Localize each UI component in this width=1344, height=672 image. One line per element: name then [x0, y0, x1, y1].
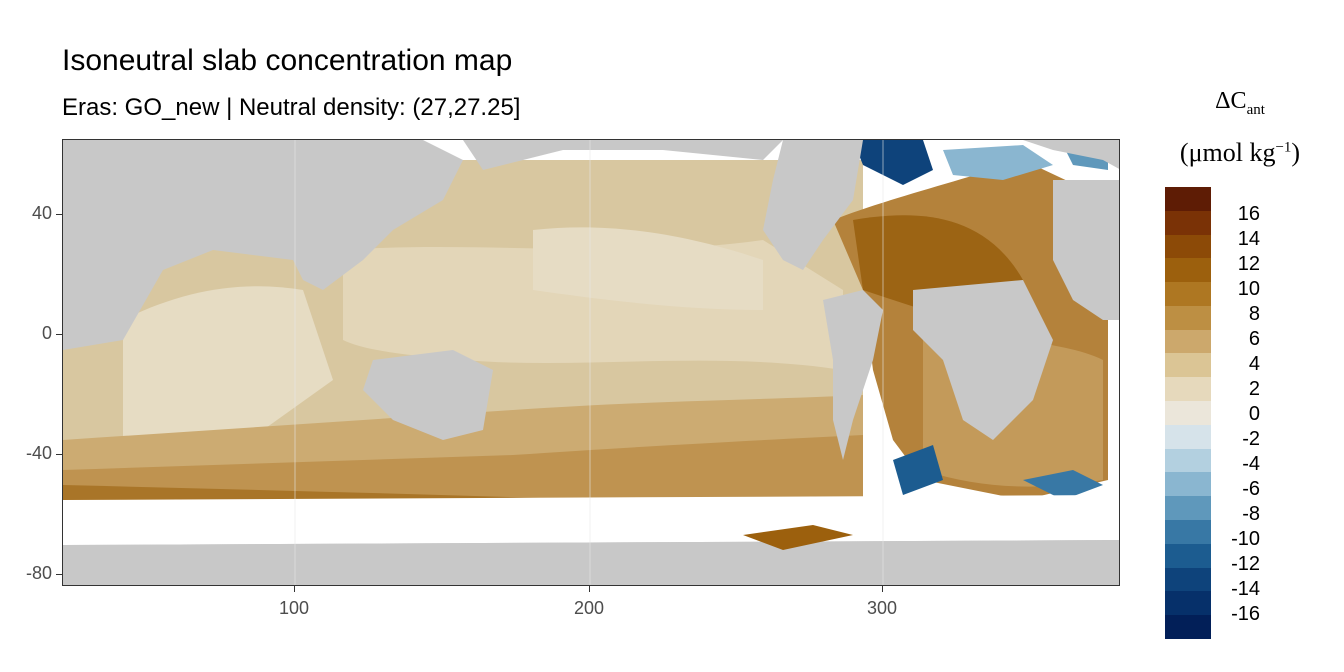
- legend-label: -16: [1231, 603, 1260, 625]
- legend-swatch: [1165, 519, 1211, 544]
- legend-label: -2: [1242, 428, 1260, 450]
- legend-label: 0: [1248, 403, 1260, 425]
- ytick-mark: [56, 334, 62, 335]
- south-atl-blue-2: [1023, 470, 1103, 500]
- legend-label: -4: [1242, 453, 1260, 475]
- legend-label: 16: [1237, 203, 1260, 225]
- legend-swatch: [1165, 282, 1211, 306]
- legend-swatch: [1165, 472, 1211, 497]
- ytick-mark: [56, 214, 62, 215]
- ytick-mark: [56, 574, 62, 575]
- legend-swatch: [1165, 234, 1211, 259]
- xtick-mark: [589, 586, 590, 592]
- legend-swatch: [1165, 424, 1211, 449]
- legend-label: -12: [1231, 553, 1260, 575]
- legend-colorbar: [1165, 187, 1211, 639]
- legend-swatch: [1165, 258, 1211, 283]
- sea-ice-band: [63, 495, 1119, 545]
- legend-swatch: [1165, 543, 1211, 568]
- legend-unit-sup: −1: [1275, 139, 1292, 156]
- south-america-land: [823, 290, 883, 460]
- arctic-light-blue: [943, 145, 1053, 180]
- legend-unit-suffix: ): [1291, 138, 1301, 167]
- africa-land-left: [913, 280, 1053, 440]
- legend-swatch: [1165, 496, 1211, 520]
- ytick-label: 40: [31, 203, 52, 223]
- xtick-label: 300: [866, 598, 898, 618]
- legend-title: ΔCant: [1160, 88, 1320, 119]
- legend-swatch: [1165, 448, 1211, 473]
- legend-label: -8: [1242, 503, 1260, 525]
- xtick-mark: [882, 586, 883, 592]
- legend-swatch: [1165, 353, 1211, 378]
- ytick-label: -40: [25, 443, 52, 463]
- legend-swatch: [1165, 591, 1211, 616]
- xtick-label: 200: [573, 598, 605, 618]
- legend-title-main: ΔC: [1215, 88, 1247, 114]
- ocean-light-ne: [533, 227, 763, 310]
- legend-label: 4: [1248, 353, 1260, 375]
- legend-label: 10: [1237, 278, 1260, 300]
- ocean-indian-light: [123, 286, 333, 440]
- legend-label: -10: [1231, 528, 1260, 550]
- legend-swatch: [1165, 329, 1211, 354]
- australia-land: [363, 350, 493, 440]
- map-panel: [62, 139, 1120, 586]
- south-atl-blue: [893, 445, 943, 495]
- legend-swatch: [1165, 401, 1211, 425]
- legend-label: 2: [1248, 378, 1260, 400]
- legend-swatch: [1165, 305, 1211, 330]
- legend-unit: (μmol kg−1): [1160, 138, 1320, 168]
- legend-swatch: [1165, 377, 1211, 402]
- legend-label: 14: [1237, 228, 1260, 250]
- xtick-label: 100: [278, 598, 310, 618]
- xtick-mark: [294, 586, 295, 592]
- legend-label: 12: [1237, 253, 1260, 275]
- legend-swatch: [1165, 210, 1211, 235]
- arctic-blue: [853, 140, 933, 185]
- chart-subtitle: Eras: GO_new | Neutral density: (27,27.2…: [62, 94, 521, 121]
- legend-swatch: [1165, 567, 1211, 592]
- legend-label: -6: [1242, 478, 1260, 500]
- ytick-label: -80: [25, 563, 52, 583]
- concentration-map: [63, 140, 1119, 585]
- legend-title-sub: ant: [1246, 101, 1265, 118]
- legend-label: -14: [1231, 578, 1260, 600]
- antarctica-interior: [63, 540, 1119, 585]
- north-land: [463, 140, 783, 170]
- legend-label: 6: [1248, 328, 1260, 350]
- legend-swatch: [1165, 615, 1211, 639]
- legend-swatch: [1165, 187, 1211, 211]
- ocean-south-band2: [63, 435, 863, 500]
- legend-label: 8: [1248, 303, 1260, 325]
- legend-unit-prefix: (μmol kg: [1179, 138, 1276, 167]
- weddell-patch: [743, 525, 853, 550]
- eurasia-land: [63, 140, 463, 350]
- ytick-label: 0: [41, 323, 52, 343]
- ytick-mark: [56, 454, 62, 455]
- north-america-land: [763, 140, 863, 270]
- greenland-land: [1023, 140, 1119, 169]
- europe-africa-land: [1053, 180, 1119, 320]
- chart-title: Isoneutral slab concentration map: [62, 44, 513, 77]
